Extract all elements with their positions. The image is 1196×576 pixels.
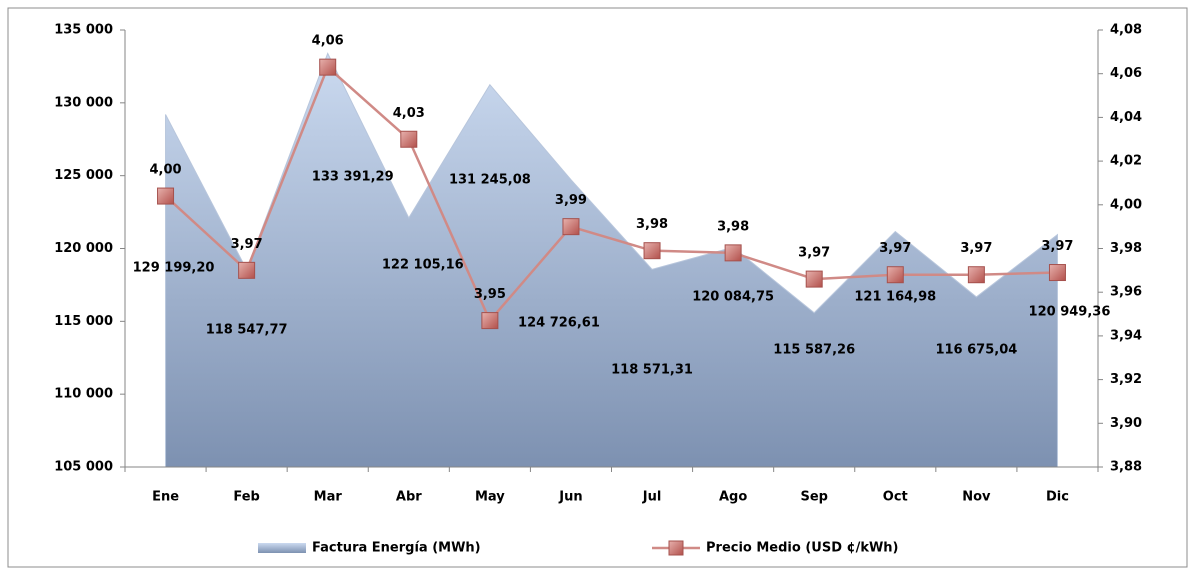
y-tick-label: 105 000: [54, 460, 113, 475]
data-label: 3,99: [555, 193, 587, 208]
y2-tick-label: 4,06: [1110, 66, 1142, 81]
x-tick-label: Sep: [800, 490, 828, 505]
data-label: 122 105,16: [382, 258, 464, 273]
data-label: 116 675,04: [935, 343, 1017, 358]
y-tick-label: 135 000: [54, 23, 113, 38]
legend-label: Precio Medio (USD ¢/kWh): [706, 541, 899, 556]
x-tick-label: Feb: [233, 490, 259, 505]
data-label: 3,95: [474, 287, 506, 302]
legend-swatch: [258, 543, 306, 553]
legend-swatch: [668, 540, 684, 556]
marker: [157, 187, 175, 205]
y2-tick-label: 4,00: [1110, 197, 1142, 212]
data-label: 3,97: [231, 237, 263, 252]
x-tick-label: Nov: [962, 490, 991, 505]
marker: [643, 242, 661, 260]
marker: [562, 218, 580, 236]
legend-label: Factura Energía (MWh): [312, 541, 481, 556]
y2-tick-label: 3,88: [1110, 460, 1142, 475]
y-tick-label: 120 000: [54, 241, 113, 256]
y-tick-label: 125 000: [54, 168, 113, 183]
data-label: 3,97: [798, 246, 830, 261]
data-label: 115 587,26: [773, 343, 855, 358]
data-label: 121 164,98: [854, 290, 936, 305]
data-label: 4,00: [150, 163, 182, 178]
data-label: 4,06: [312, 34, 344, 49]
data-label: 3,97: [960, 241, 992, 256]
y2-tick-label: 3,92: [1110, 372, 1142, 387]
data-label: 118 571,31: [611, 363, 693, 378]
marker: [481, 312, 499, 330]
data-label: 3,97: [1041, 239, 1073, 254]
y2-tick-label: 4,02: [1110, 154, 1142, 169]
x-tick-label: Abr: [396, 490, 422, 505]
marker: [967, 266, 985, 284]
area: [165, 52, 1058, 468]
x-tick-label: Oct: [883, 490, 908, 505]
data-label: 118 547,77: [206, 323, 288, 338]
x-tick-label: Jun: [558, 490, 582, 505]
x-tick-label: Ene: [152, 490, 179, 505]
marker: [319, 58, 337, 76]
y-tick-label: 115 000: [54, 314, 113, 329]
marker: [886, 266, 904, 284]
marker: [1048, 264, 1066, 282]
data-label: 4,03: [393, 106, 425, 121]
marker: [805, 270, 823, 288]
y-tick-label: 110 000: [54, 387, 113, 402]
data-label: 3,98: [717, 219, 749, 234]
x-tick-label: Jul: [642, 490, 662, 505]
marker: [238, 261, 256, 279]
data-label: 131 245,08: [449, 173, 531, 188]
data-label: 120 084,75: [692, 290, 774, 305]
line: [164, 65, 1058, 323]
x-tick-label: May: [475, 490, 505, 505]
y2-tick-label: 3,96: [1110, 285, 1142, 300]
marker: [400, 130, 418, 148]
x-tick-label: Dic: [1046, 490, 1069, 505]
y2-tick-label: 3,98: [1110, 241, 1142, 256]
data-label: 133 391,29: [312, 170, 394, 185]
y2-tick-label: 3,90: [1110, 416, 1142, 431]
y2-tick-label: 4,08: [1110, 23, 1142, 38]
y2-tick-label: 4,04: [1110, 110, 1142, 125]
data-label: 120 949,36: [1029, 305, 1111, 320]
data-label: 124 726,61: [518, 316, 600, 331]
y2-tick-label: 3,94: [1110, 328, 1142, 343]
x-tick-label: Ago: [719, 490, 747, 505]
marker: [724, 244, 742, 262]
data-label: 129 199,20: [133, 261, 215, 276]
data-label: 3,97: [879, 241, 911, 256]
x-tick-label: Mar: [314, 490, 343, 505]
y-tick-label: 130 000: [54, 95, 113, 110]
data-label: 3,98: [636, 217, 668, 232]
